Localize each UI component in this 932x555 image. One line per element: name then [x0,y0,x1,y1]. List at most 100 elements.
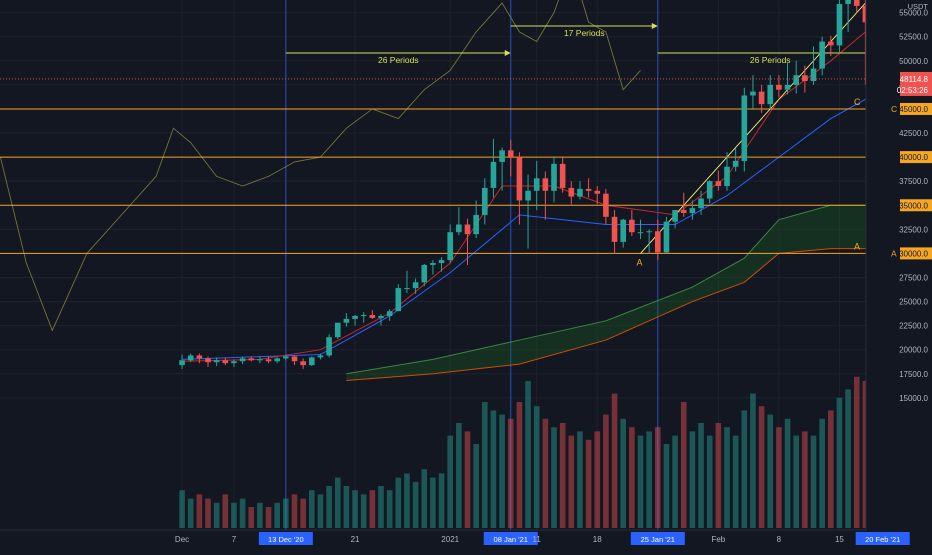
candle[interactable] [507,139,514,177]
candle[interactable] [680,192,687,217]
volume-bar [378,486,384,528]
candle[interactable] [317,353,324,360]
candle[interactable] [369,310,376,319]
candle[interactable] [793,60,799,94]
candle[interactable] [698,190,704,215]
time-tick-label: 21 [351,535,360,544]
candle[interactable] [421,263,428,287]
candle[interactable] [620,218,626,248]
candle[interactable] [343,313,350,327]
candle[interactable] [473,200,479,238]
candle[interactable] [758,84,765,113]
candle[interactable] [456,207,462,236]
candle[interactable] [257,356,263,364]
candle[interactable] [585,178,592,198]
candle-body [637,232,644,234]
candle[interactable] [386,309,393,321]
candle[interactable] [213,357,220,367]
candle[interactable] [395,284,402,312]
candle[interactable] [274,357,280,364]
candle-body [274,358,280,362]
candle[interactable] [179,354,185,369]
candle[interactable] [239,356,246,365]
candle[interactable] [706,180,713,204]
candle[interactable] [646,229,652,254]
candle[interactable] [655,219,661,261]
candle[interactable] [542,171,549,220]
candle[interactable] [551,156,557,203]
candle[interactable] [776,75,782,98]
candle[interactable] [559,157,566,193]
candle[interactable] [326,334,332,358]
candle[interactable] [265,356,272,364]
candle-body [248,358,255,361]
candle[interactable] [568,181,575,205]
candle[interactable] [577,181,583,200]
candle[interactable] [862,0,869,85]
candle[interactable] [810,46,817,85]
volume-bar [196,494,203,528]
candle[interactable] [594,185,601,205]
candle[interactable] [334,322,341,340]
candle[interactable] [291,355,298,366]
candle[interactable] [187,353,194,363]
candle[interactable] [404,270,410,293]
candle[interactable] [741,87,748,172]
candle[interactable] [222,357,229,366]
candle[interactable] [637,219,644,239]
candle[interactable] [663,216,670,254]
time-axis[interactable]: Dec 7 13 Dec '20 21 2021 08 Jan '21 11 18 25 Jan… [0,529,932,550]
candle[interactable] [525,174,531,249]
candle-body [205,358,211,363]
candle[interactable] [412,278,419,294]
candle[interactable] [603,188,609,225]
candle[interactable] [378,314,384,326]
candle[interactable] [231,359,237,368]
candle[interactable] [853,0,860,13]
candle[interactable] [715,170,722,191]
price-tick-label: 37500.0 [899,177,928,186]
candle[interactable] [767,75,774,109]
horizontal-levels: ACBD [0,97,866,254]
candle[interactable] [732,148,739,172]
candle[interactable] [724,152,730,191]
candle[interactable] [828,35,834,56]
candle[interactable] [672,210,678,229]
candle[interactable] [750,75,756,109]
candle[interactable] [533,160,540,211]
candle[interactable] [819,36,825,76]
candle[interactable] [482,178,488,225]
candle[interactable] [196,353,203,364]
candle-body [404,288,410,290]
volume-bar [369,490,376,528]
candle[interactable] [430,260,436,275]
candle[interactable] [447,224,453,264]
candle[interactable] [438,257,445,272]
volume-bar [239,498,246,528]
volume-bar [291,494,298,528]
candle[interactable] [611,210,618,254]
volume-bar [360,494,367,528]
candle[interactable] [360,312,367,323]
candle[interactable] [283,354,289,361]
price-axis[interactable]: USDT 15000.0 17500.0 20000.0 22500.0 25000.0 2… [865,0,932,550]
candle[interactable] [300,358,306,369]
candle[interactable] [205,356,211,368]
candle[interactable] [309,356,315,367]
candle[interactable] [499,147,505,191]
candle[interactable] [836,0,843,54]
candle[interactable] [629,210,635,237]
candle[interactable] [490,138,497,198]
candle[interactable] [352,315,358,326]
candle[interactable] [464,218,471,265]
candle[interactable] [689,200,696,220]
volume-bar [395,477,402,528]
candle[interactable] [516,152,523,225]
candle-body [706,181,713,199]
candle[interactable] [248,356,255,362]
candle[interactable] [784,62,791,95]
candle[interactable] [845,0,851,32]
